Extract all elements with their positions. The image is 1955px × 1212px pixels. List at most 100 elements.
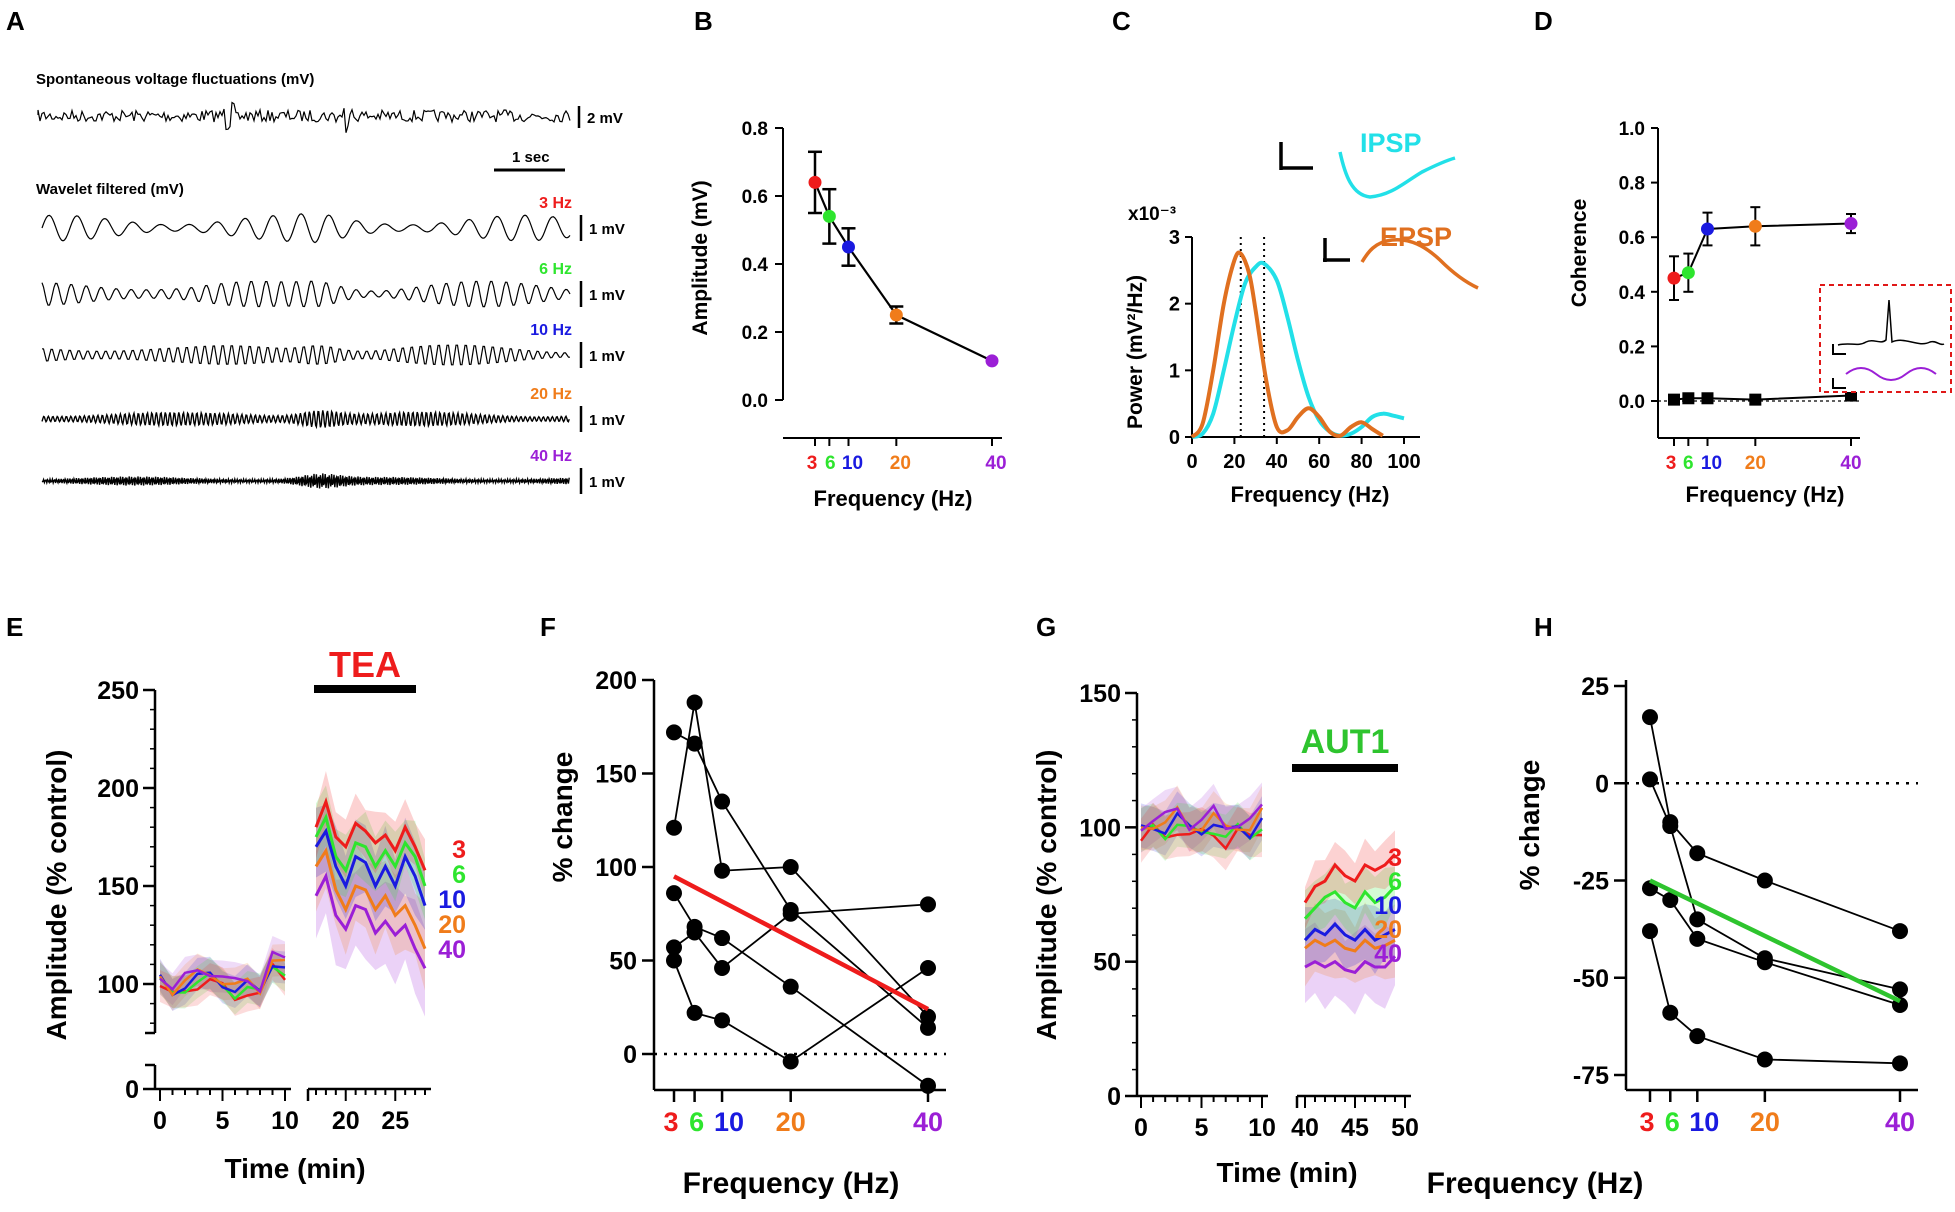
f-subject-point xyxy=(666,885,682,902)
f-subject-point xyxy=(714,930,731,947)
b-x-axis-label: Frequency (Hz) xyxy=(814,486,973,511)
g-x-tick-label: 40 xyxy=(1291,1114,1319,1142)
c-x-tick-label: 60 xyxy=(1308,451,1330,473)
f-subject-point xyxy=(920,1019,936,1036)
raw-scale-label: 2 mV xyxy=(587,110,623,127)
d-y-tick-label: 0.2 xyxy=(1619,337,1645,358)
b-point-3hz xyxy=(808,175,822,189)
b-y-tick-label: 0.0 xyxy=(742,391,768,412)
band-freq-label-20hz: 20 Hz xyxy=(530,386,572,403)
g-baseline-sem-3 xyxy=(1141,802,1262,871)
h-x-tick-label: 40 xyxy=(1885,1107,1915,1137)
panel-c-chart: 0 1 2 3 0 20 40 60 80 100 x10⁻³ Power (mV²/Hz) Fr… xyxy=(1124,128,1479,507)
b-point-40hz xyxy=(985,354,999,368)
e-x-tick-label: 0 xyxy=(153,1107,167,1135)
f-subject-point xyxy=(714,862,731,879)
wavelet-trace-40hz xyxy=(41,473,570,489)
c-x-tick-label: 20 xyxy=(1223,451,1245,473)
h-subject-point xyxy=(1662,1004,1679,1021)
f-subject-point xyxy=(782,1053,799,1070)
panel-g-chart: 0 50 100 150 0 5 10 40 45 50 AUT1 Amplitude (% co… xyxy=(1031,680,1419,1188)
h-x-tick-label: 6 xyxy=(1665,1107,1680,1137)
g-y-tick-label: 0 xyxy=(1107,1083,1121,1111)
h-regression-line xyxy=(1649,878,1901,1004)
d-point-10hz xyxy=(1700,222,1714,236)
h-subject-point xyxy=(1689,930,1706,947)
d-x-axis-label: Frequency (Hz) xyxy=(1686,482,1845,507)
g-baseline-line-40 xyxy=(1140,803,1263,832)
band-freq-label-6hz: 6 Hz xyxy=(539,261,572,278)
f-subject-point xyxy=(686,924,703,941)
b-point-20hz xyxy=(889,308,903,322)
b-y-tick-label: 0.4 xyxy=(742,255,769,276)
d-point-6hz xyxy=(1681,266,1695,280)
h-subject-point xyxy=(1642,771,1658,788)
f-y-tick-label: 50 xyxy=(609,948,637,976)
d-y-tick-label: 0.4 xyxy=(1619,283,1646,304)
d-shuffled-line xyxy=(1673,394,1852,401)
d-shuffled-point xyxy=(1749,393,1762,406)
wavelet-trace-10hz xyxy=(41,344,570,366)
e-baseline-sem-40 xyxy=(160,936,285,1008)
c-y-tick-label: 2 xyxy=(1169,294,1180,316)
d-x-tick-label: 6 xyxy=(1683,453,1694,474)
c-x-tick-label: 0 xyxy=(1186,451,1197,473)
f-x-tick-label: 10 xyxy=(714,1107,744,1137)
e-treatment-line-40 xyxy=(314,871,427,969)
e-baseline-line-20 xyxy=(158,958,286,997)
f-y-tick-label: 200 xyxy=(595,667,637,695)
h-subject-point xyxy=(1892,923,1908,940)
panel-letter-b: B xyxy=(694,6,713,36)
wavelet-trace-3hz xyxy=(41,213,571,244)
e-x-tick-label: 5 xyxy=(216,1107,230,1135)
h-subject-point xyxy=(1756,954,1773,971)
e-y-tick-label: 200 xyxy=(97,775,139,803)
raw-voltage-trace xyxy=(37,101,571,133)
b-x-tick-label: 10 xyxy=(842,453,863,474)
c-y-tick-label: 1 xyxy=(1169,360,1180,382)
panel-a-traces: Spontaneous voltage fluctuations (mV) 2 … xyxy=(36,71,625,494)
g-y-tick-label: 150 xyxy=(1079,680,1121,708)
b-x-tick-label: 6 xyxy=(825,453,836,474)
g-x-tick-label: 10 xyxy=(1248,1114,1276,1142)
b-y-axis-label: Amplitude (mV) xyxy=(689,180,712,335)
h-subject-point xyxy=(1756,872,1773,889)
h-subject-point xyxy=(1756,1051,1773,1068)
b-x-tick-label: 40 xyxy=(985,453,1006,474)
ipsp-inset-label: IPSP xyxy=(1360,128,1422,158)
g-x-tick-label: 0 xyxy=(1134,1114,1148,1142)
h-subject-point xyxy=(1689,911,1706,928)
g-x-tick-label: 45 xyxy=(1341,1114,1369,1142)
panel-letter-g: G xyxy=(1036,612,1056,642)
f-subject-point xyxy=(920,896,936,913)
f-subject-point xyxy=(686,1004,703,1021)
f-subject-point xyxy=(686,694,703,711)
g-treatment-sem-10 xyxy=(1305,896,1395,974)
d-y-axis-label: Coherence xyxy=(1568,199,1591,308)
panel-letter-e: E xyxy=(6,612,23,642)
g-series-label-3: 3 xyxy=(1388,844,1402,872)
e-treatment-line-20 xyxy=(314,846,427,950)
g-baseline-sem-40 xyxy=(1141,782,1262,853)
d-y-tick-label: 0.8 xyxy=(1619,174,1645,195)
e-y-tick-label: 100 xyxy=(97,971,139,999)
band-freq-label-40hz: 40 Hz xyxy=(530,448,572,465)
f-subject-point xyxy=(686,735,703,752)
g-series-label-20: 20 xyxy=(1374,916,1402,944)
d-point-40hz xyxy=(1844,217,1858,231)
e-series-label-10: 10 xyxy=(438,886,466,914)
d-y-tick-label: 0.0 xyxy=(1619,392,1645,413)
g-y-tick-label: 50 xyxy=(1093,949,1121,977)
g-treatment-sem-6 xyxy=(1305,861,1395,944)
g-series-label-6: 6 xyxy=(1388,868,1402,896)
g-y-axis-label: Amplitude (% control) xyxy=(1031,750,1062,1041)
g-series-label-10: 10 xyxy=(1374,892,1402,920)
f-subject-line xyxy=(673,731,929,1029)
e-treatment-sem-10 xyxy=(316,804,425,930)
e-y-tick-label: 150 xyxy=(97,873,139,901)
e-treatment-line-6 xyxy=(314,813,427,887)
c-y-axis-label: Power (mV²/Hz) xyxy=(1124,275,1147,429)
h-subject-point xyxy=(1689,1028,1706,1045)
f-y-tick-label: 150 xyxy=(595,761,637,789)
f-y-tick-label: 0 xyxy=(623,1041,637,1069)
